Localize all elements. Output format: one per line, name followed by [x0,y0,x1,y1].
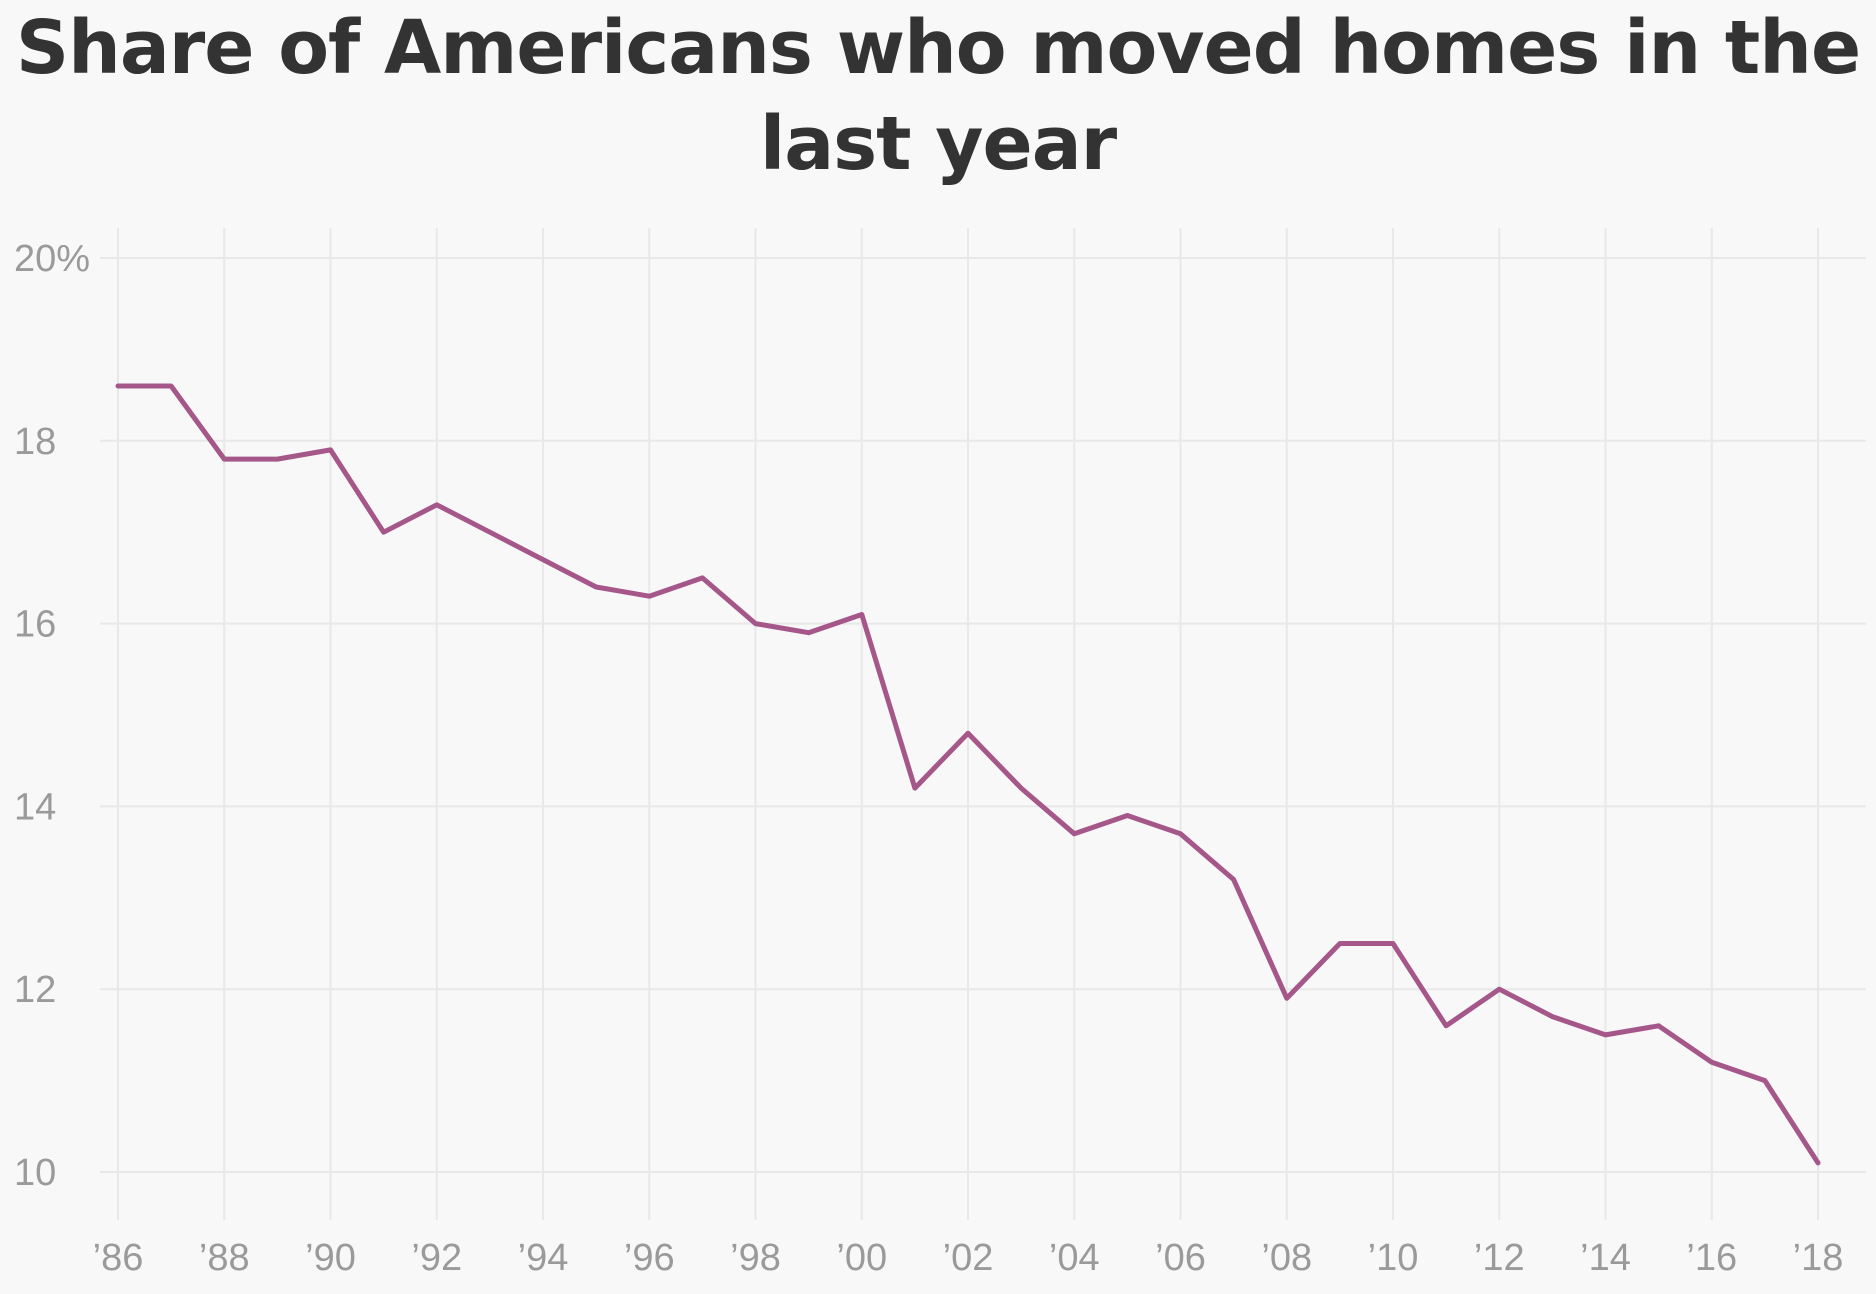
x-tick-label: ’06 [1155,1237,1206,1279]
y-tick-label: 18 [14,421,56,463]
data-series [115,383,1821,1166]
x-tick-label: ’86 [93,1237,144,1279]
y-tick-label: 14 [14,786,56,828]
x-tick-label: ’12 [1474,1237,1525,1279]
horizontal-grid-lines [100,257,1866,1173]
x-tick-label: ’04 [1049,1237,1100,1279]
x-tick-label: ’94 [518,1237,569,1279]
x-tick-label: ’96 [624,1237,675,1279]
x-axis-tick-labels: ’86 ’88 ’90 ’92 ’94 ’96 ’98 ’00 ’02 ’04 ’06 ’08 ’10 ’… [93,1237,1844,1279]
y-tick-label: 10 [14,1152,56,1194]
x-tick-label: ’98 [730,1237,781,1279]
y-tick-label: 16 [14,604,56,646]
y-axis-tick-labels: 20% 18 16 14 12 10 [14,238,90,1194]
x-tick-label: ’90 [305,1237,356,1279]
x-tick-label: ’00 [836,1237,887,1279]
chart-title-line-2: last year [759,101,1117,187]
x-tick-label: ’18 [1793,1237,1844,1279]
y-tick-label: 20% [14,238,90,280]
x-tick-label: ’14 [1580,1237,1631,1279]
x-tick-label: ’88 [199,1237,250,1279]
vertical-grid-lines [117,228,1819,1220]
x-tick-label: ’08 [1261,1237,1312,1279]
series-line [115,383,1821,1166]
chart-title: Share of Americans who moved homes in th… [0,0,1876,192]
x-tick-label: ’92 [411,1237,462,1279]
x-tick-label: ’02 [943,1237,994,1279]
x-tick-label: ’16 [1686,1237,1737,1279]
chart-title-line-1: Share of Americans who moved homes in th… [15,5,1861,91]
y-tick-label: 12 [14,969,56,1011]
x-tick-label: ’10 [1368,1237,1419,1279]
